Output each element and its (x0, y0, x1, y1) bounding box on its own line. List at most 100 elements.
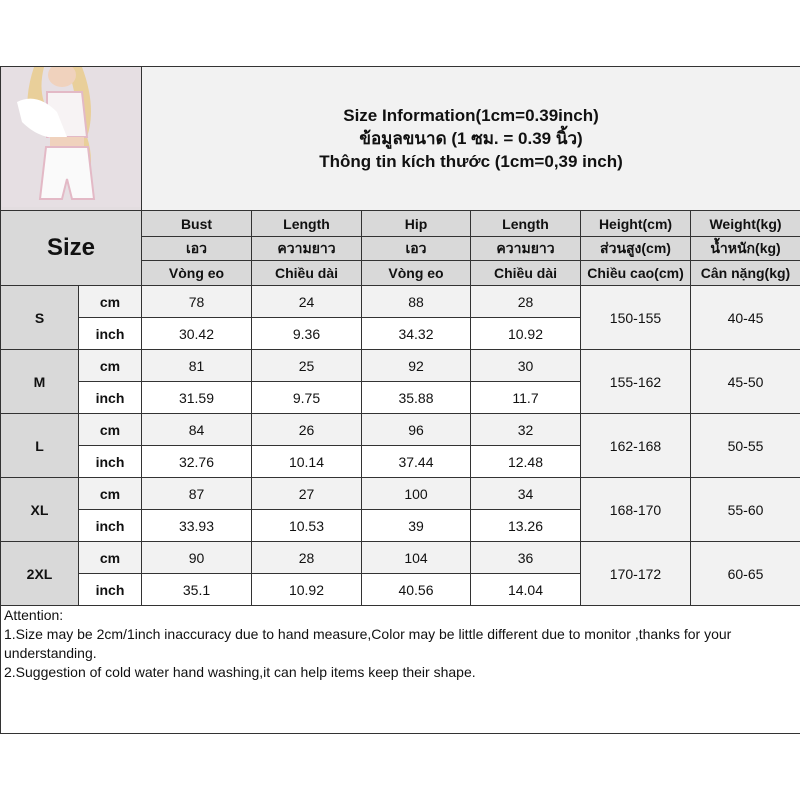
height-range: 155-162 (580, 349, 691, 414)
inch-value: 10.53 (251, 509, 362, 542)
height-range: 170-172 (580, 541, 691, 606)
cm-value: 26 (251, 413, 362, 446)
cm-value: 81 (141, 349, 252, 382)
cm-value: 28 (251, 541, 362, 574)
inch-value: 9.36 (251, 317, 362, 350)
column-header: Cân nặng(kg) (689, 260, 800, 286)
cm-value: 32 (470, 413, 581, 446)
inch-value: 31.59 (141, 381, 252, 414)
attention-notes: Attention: 1.Size may be 2cm/1inch inacc… (0, 605, 800, 734)
cm-value: 36 (470, 541, 581, 574)
height-range: 168-170 (580, 477, 691, 542)
weight-range: 60-65 (689, 541, 800, 606)
cm-value: 78 (141, 285, 252, 318)
inch-value: 39 (361, 509, 471, 542)
inch-value: 12.48 (470, 445, 581, 478)
table-row: inch 30.42 9.36 34.32 10.92 (1, 317, 800, 350)
cm-value: 90 (141, 541, 252, 574)
size-label: L (0, 413, 79, 478)
height-range: 162-168 (580, 413, 691, 478)
title-thai: ข้อมูลขนาด (1 ซม. = 0.39 นิ้ว) (359, 129, 583, 148)
column-header: Chiều cao(cm) (580, 260, 691, 286)
unit-inch: inch (78, 317, 142, 350)
inch-value: 32.76 (141, 445, 252, 478)
weight-range: 50-55 (689, 413, 800, 478)
inch-value: 37.44 (361, 445, 471, 478)
column-header: เอว (141, 236, 252, 261)
column-header: ความยาว (470, 236, 581, 261)
inch-value: 9.75 (251, 381, 362, 414)
inch-value: 10.92 (470, 317, 581, 350)
column-header: ส่วนสูง(cm) (580, 236, 691, 261)
weight-range: 55-60 (689, 477, 800, 542)
unit-cm: cm (78, 349, 142, 382)
column-header: เอว (361, 236, 471, 261)
unit-cm: cm (78, 541, 142, 574)
size-label: M (0, 349, 79, 414)
size-chart: Size Information(1cm=0.39inch) ข้อมูลขนา… (0, 66, 800, 734)
title-vietnamese: Thông tin kích thước (1cm=0,39 inch) (319, 152, 623, 171)
attention-heading: Attention: (4, 607, 64, 623)
cm-value: 100 (361, 477, 471, 510)
unit-cm: cm (78, 413, 142, 446)
column-header: ความยาว (251, 236, 362, 261)
table-row: XL cm 87 27 100 34 168-170 55-60 (0, 477, 800, 542)
title-english: Size Information(1cm=0.39inch) (343, 106, 599, 125)
unit-cm: cm (78, 285, 142, 318)
size-info-title: Size Information(1cm=0.39inch) ข้อมูลขนา… (140, 66, 800, 211)
column-header: Hip (361, 210, 471, 237)
size-label: XL (0, 477, 79, 542)
column-header: Length (470, 210, 581, 237)
height-range: 150-155 (580, 285, 691, 350)
cm-value: 104 (361, 541, 471, 574)
column-header: Vòng eo (361, 260, 471, 286)
product-photo (0, 66, 142, 211)
size-label: S (0, 285, 79, 350)
attention-note-1: 1.Size may be 2cm/1inch inaccuracy due t… (4, 626, 732, 661)
model-image (1, 67, 141, 207)
cm-value: 34 (470, 477, 581, 510)
unit-inch: inch (78, 509, 142, 542)
unit-inch: inch (78, 445, 142, 478)
size-label: 2XL (0, 541, 79, 606)
cm-value: 30 (470, 349, 581, 382)
unit-inch: inch (78, 573, 142, 606)
attention-note-2: 2.Suggestion of cold water hand washing,… (4, 664, 476, 680)
inch-value: 30.42 (141, 317, 252, 350)
inch-value: 13.26 (470, 509, 581, 542)
column-header: Bust (141, 210, 252, 237)
cm-value: 25 (251, 349, 362, 382)
column-header: น้ำหนัก(kg) (689, 236, 800, 261)
column-header: Weight(kg) (689, 210, 800, 237)
cm-value: 27 (251, 477, 362, 510)
inch-value: 34.32 (361, 317, 471, 350)
table-row: inch 32.76 10.14 37.44 12.48 (1, 445, 800, 478)
unit-cm: cm (78, 477, 142, 510)
column-header: Chiều dài (470, 260, 581, 286)
inch-value: 35.1 (141, 573, 252, 606)
weight-range: 40-45 (689, 285, 800, 350)
size-header: Size (0, 210, 142, 286)
cm-value: 24 (251, 285, 362, 318)
cm-value: 92 (361, 349, 471, 382)
unit-inch: inch (78, 381, 142, 414)
table-row: inch 31.59 9.75 35.88 11.7 (1, 381, 800, 414)
weight-range: 45-50 (689, 349, 800, 414)
cm-value: 28 (470, 285, 581, 318)
column-header: Height(cm) (580, 210, 691, 237)
inch-value: 10.14 (251, 445, 362, 478)
cm-value: 96 (361, 413, 471, 446)
cm-value: 87 (141, 477, 252, 510)
inch-value: 35.88 (361, 381, 471, 414)
column-header: Length (251, 210, 362, 237)
size-table: Size Information(1cm=0.39inch) ข้อมูลขนา… (0, 66, 800, 734)
cm-value: 84 (141, 413, 252, 446)
table-row: 2XL cm 90 28 104 36 170-172 60-65 (0, 541, 800, 606)
column-header: Chiều dài (251, 260, 362, 286)
inch-value: 14.04 (470, 573, 581, 606)
inch-value: 10.92 (251, 573, 362, 606)
cm-value: 88 (361, 285, 471, 318)
